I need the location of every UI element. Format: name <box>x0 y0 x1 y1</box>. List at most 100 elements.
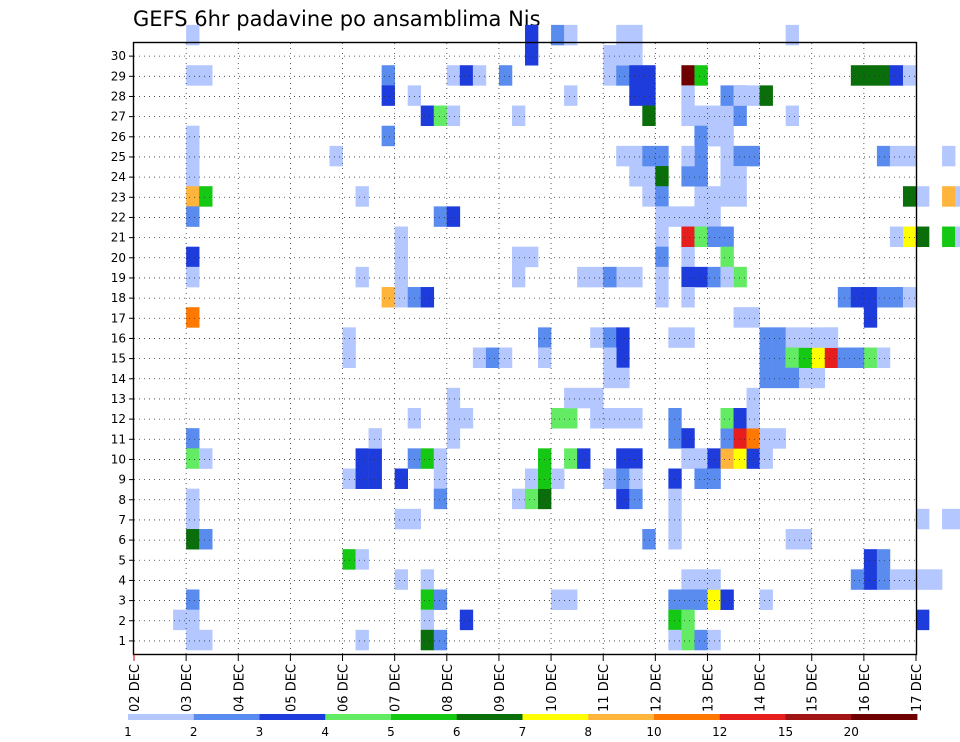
precip-cell <box>681 569 695 590</box>
precip-cell <box>420 629 435 651</box>
colorbar-tick-label: 6 <box>453 725 461 739</box>
precip-cell <box>694 589 708 610</box>
precip-cell <box>681 246 695 268</box>
precip-cell <box>720 246 734 268</box>
precip-cell <box>564 387 578 409</box>
precip-cell <box>186 508 200 530</box>
precip-cell <box>707 569 721 590</box>
precip-cell <box>538 347 552 368</box>
precip-cell <box>863 569 878 590</box>
precip-cell <box>746 307 760 328</box>
precip-cell <box>681 85 695 106</box>
precip-cell <box>668 589 682 610</box>
precip-cell <box>538 468 552 489</box>
y-tick-label: 5 <box>118 553 126 567</box>
precip-cell <box>707 226 721 247</box>
x-tick-label: 10 DEC <box>545 664 560 712</box>
precip-cell <box>876 347 891 368</box>
precip-cell <box>564 589 578 610</box>
precip-cell <box>355 629 369 651</box>
y-tick-label: 19 <box>111 271 126 285</box>
precip-cell <box>837 287 852 308</box>
y-tick-label: 7 <box>118 513 126 527</box>
precip-cell <box>407 408 422 429</box>
precip-cell <box>863 307 878 328</box>
precip-cell <box>498 347 513 368</box>
precip-cell <box>629 408 643 429</box>
precip-cell <box>902 145 917 167</box>
precip-cell <box>759 367 773 389</box>
precip-cell <box>433 629 448 651</box>
precip-cell <box>694 186 708 207</box>
precip-cell <box>707 186 721 207</box>
y-tick-label: 30 <box>111 49 126 63</box>
precip-cell <box>394 508 408 530</box>
precip-cell <box>603 468 617 489</box>
precip-cell <box>629 488 643 510</box>
precip-cell <box>733 266 747 288</box>
precip-cell <box>394 226 408 247</box>
colorbar: 1 2 3 4 5 6 7 8 10 12 15 20 <box>124 714 918 739</box>
precip-cell <box>668 428 682 449</box>
x-tick-label: 13 DEC <box>701 664 716 712</box>
precip-cell <box>433 488 448 510</box>
precip-cell <box>850 287 865 308</box>
precip-cell <box>642 105 656 127</box>
precip-cell <box>655 186 669 207</box>
precip-cell <box>720 145 734 167</box>
precip-cell <box>850 347 865 368</box>
precip-cell <box>889 226 904 247</box>
precip-cell <box>655 166 669 187</box>
precip-cell <box>511 488 526 510</box>
precip-cell <box>616 367 630 389</box>
x-tick-label: 06 DEC <box>337 664 352 712</box>
precip-cell <box>720 186 734 207</box>
colorbar-tick-label: 20 <box>844 725 859 739</box>
colorbar-swatch <box>522 714 589 720</box>
precip-cell <box>538 327 552 348</box>
precip-cell <box>616 65 630 86</box>
precip-cell <box>342 327 356 348</box>
heatmap-cells <box>173 24 960 651</box>
precip-cell <box>707 125 721 147</box>
colorbar-tick-label: 2 <box>190 725 198 739</box>
precip-cell <box>616 448 630 469</box>
precip-cell <box>446 387 461 409</box>
x-tick-label: 08 DEC <box>441 664 456 712</box>
precip-cell <box>446 408 461 429</box>
precip-cell <box>642 85 656 106</box>
precip-cell <box>707 468 721 489</box>
precip-cell <box>472 347 487 368</box>
precip-cell <box>942 145 956 167</box>
precip-cell <box>511 105 526 127</box>
precip-cell <box>186 24 200 46</box>
precip-cell <box>733 166 747 187</box>
precip-cell <box>199 529 213 550</box>
precip-cell <box>394 287 408 308</box>
x-tick-label: 04 DEC <box>232 664 247 712</box>
precip-cell <box>863 549 878 570</box>
y-tick-label: 3 <box>118 594 126 608</box>
colorbar-swatch <box>654 714 721 720</box>
x-tick-label: 16 DEC <box>858 664 873 712</box>
precip-cell <box>564 408 578 429</box>
precip-cell <box>420 609 435 631</box>
precip-cell <box>707 629 721 651</box>
precip-cell <box>407 287 422 308</box>
precip-cell <box>186 65 200 86</box>
precip-cell <box>433 468 448 489</box>
precip-cell <box>407 448 422 469</box>
y-tick-label: 12 <box>111 412 126 426</box>
precip-cell <box>863 65 878 86</box>
precip-cell <box>694 448 708 469</box>
precip-cell <box>642 166 656 187</box>
precip-cell <box>629 266 643 288</box>
precip-cell <box>616 145 630 167</box>
precip-cell <box>381 125 395 147</box>
precip-cell <box>772 347 786 368</box>
y-tick-label: 11 <box>111 432 126 446</box>
precip-cell <box>707 105 721 127</box>
precip-cell <box>772 367 786 389</box>
colorbar-swatch <box>785 714 852 720</box>
precip-cell <box>655 145 669 167</box>
